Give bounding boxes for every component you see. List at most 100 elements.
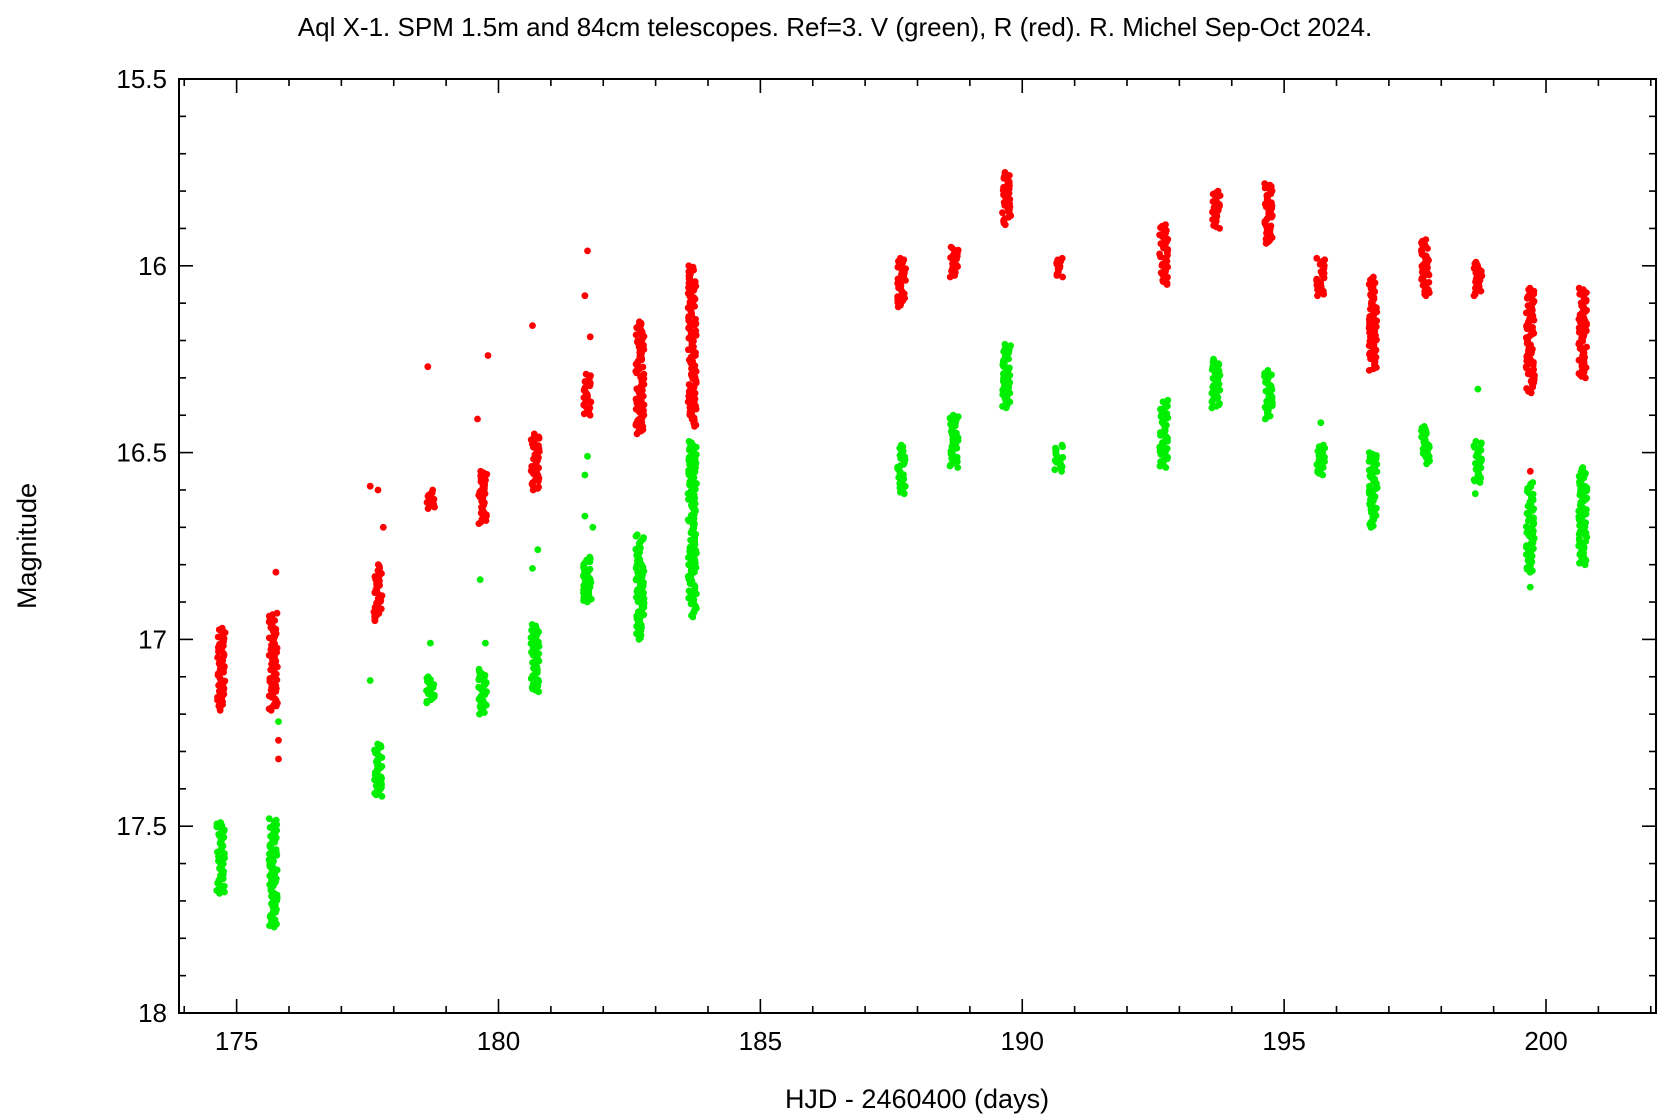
data-point	[1424, 245, 1431, 252]
data-point	[999, 209, 1006, 217]
data-point	[589, 523, 597, 531]
data-point	[529, 486, 537, 494]
x-tick-label: 180	[477, 1026, 520, 1056]
data-point	[372, 791, 380, 799]
data-point	[1365, 367, 1373, 374]
data-point	[635, 636, 643, 643]
data-point	[689, 613, 697, 621]
data-point	[1001, 221, 1009, 229]
data-point	[374, 486, 382, 494]
data-point	[1059, 443, 1066, 451]
data-point	[1261, 415, 1269, 423]
data-point	[581, 378, 589, 385]
data-point	[1526, 583, 1534, 591]
data-point	[946, 273, 954, 281]
data-point	[1002, 404, 1010, 412]
data-point	[1471, 490, 1479, 498]
data-point	[584, 452, 591, 460]
data-point	[692, 331, 700, 339]
data-point	[894, 303, 902, 311]
data-point	[1262, 240, 1270, 247]
data-point	[265, 815, 273, 823]
data-point	[475, 520, 483, 527]
y-tick-label: 18	[138, 998, 167, 1028]
x-axis-label: HJD - 2460400 (days)	[785, 1084, 1049, 1114]
data-point	[1423, 460, 1430, 468]
y-tick-label: 17	[138, 624, 167, 654]
data-point	[586, 333, 594, 341]
plot-frame	[178, 78, 1657, 1014]
data-point	[267, 707, 275, 714]
data-point	[632, 331, 640, 339]
series-points	[213, 340, 1591, 931]
data-point	[1523, 295, 1531, 302]
data-point	[527, 675, 535, 682]
data-point	[482, 517, 490, 524]
data-point	[1156, 462, 1164, 470]
data-point	[378, 792, 386, 800]
data-point	[1476, 479, 1484, 486]
data-point	[633, 588, 641, 595]
y-tick-label: 15.5	[116, 64, 167, 94]
data-point	[476, 710, 483, 718]
x-tick-label: 175	[215, 1026, 258, 1056]
data-point	[1367, 523, 1375, 531]
data-point	[1319, 471, 1327, 479]
y-tick-label: 17.5	[116, 811, 167, 841]
data-point	[272, 568, 280, 576]
data-point	[534, 546, 542, 554]
data-points	[213, 169, 1591, 931]
data-point	[270, 923, 278, 931]
data-point	[1471, 477, 1479, 485]
data-point	[691, 423, 698, 430]
data-point	[1163, 281, 1171, 288]
data-point	[1422, 292, 1430, 300]
data-point	[431, 503, 438, 511]
data-point	[902, 277, 909, 284]
x-tick-label: 185	[739, 1026, 782, 1056]
x-tick-label: 200	[1524, 1026, 1567, 1056]
data-point	[1313, 254, 1321, 262]
data-point	[1216, 225, 1223, 232]
data-point	[1474, 385, 1482, 393]
data-point	[366, 482, 374, 490]
data-point	[633, 369, 640, 377]
data-point	[424, 690, 432, 698]
y-tick-label: 16	[138, 251, 167, 281]
data-point	[1208, 404, 1216, 412]
data-point	[1527, 389, 1535, 397]
data-point	[584, 598, 591, 606]
data-point	[581, 292, 589, 300]
data-point	[632, 532, 640, 540]
data-point	[216, 707, 224, 714]
data-point	[482, 639, 489, 647]
data-point	[366, 677, 374, 684]
data-point	[1313, 461, 1321, 468]
data-point	[275, 718, 282, 725]
data-point	[946, 462, 954, 470]
data-point	[634, 598, 642, 605]
data-point	[954, 464, 962, 471]
data-point	[900, 490, 908, 498]
data-point	[535, 477, 542, 485]
data-point	[424, 505, 432, 512]
data-point	[423, 699, 431, 707]
data-point	[1162, 464, 1170, 471]
data-point	[1058, 467, 1065, 475]
data-point	[1582, 538, 1590, 545]
data-point	[1317, 419, 1325, 427]
axis-ticks	[179, 78, 1656, 1014]
data-point	[529, 322, 536, 329]
data-point	[1582, 374, 1589, 382]
data-point	[1373, 317, 1381, 325]
data-point	[587, 398, 595, 406]
data-point	[529, 565, 536, 572]
data-point	[1314, 292, 1321, 300]
data-point	[424, 363, 432, 371]
series-points	[214, 169, 1590, 763]
data-point	[1157, 432, 1164, 439]
data-point	[1365, 458, 1373, 465]
data-point	[580, 410, 588, 418]
data-point	[1208, 398, 1216, 406]
